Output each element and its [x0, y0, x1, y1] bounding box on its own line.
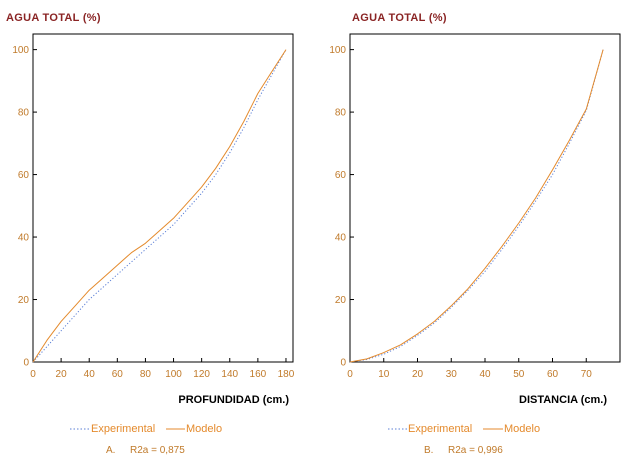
- series-lines: [349, 49, 604, 363]
- x-tick-label: 180: [278, 369, 295, 380]
- x-tick-label: 20: [56, 369, 68, 380]
- y-tick-label: 0: [23, 358, 29, 369]
- x-tick-label: 100: [165, 369, 182, 380]
- x-ticks: 0 20 40 60 80 100 120 140 160 180: [30, 358, 295, 380]
- y-tick-label: 80: [335, 108, 347, 119]
- chart-panel-b: AGUA TOTAL (%) 0 20 40 60 80 100 0 10 20 30 40 50 6…: [329, 12, 621, 456]
- x-tick-label: 120: [193, 369, 210, 380]
- legend-experimental-label: Experimental: [408, 423, 472, 435]
- x-tick-label: 70: [581, 369, 593, 380]
- series-line-experimental: [32, 49, 287, 363]
- plot-frame: [349, 33, 621, 363]
- x-tick-label: 30: [446, 369, 458, 380]
- legend-experimental-label: Experimental: [91, 423, 155, 435]
- x-tick-label: 50: [513, 369, 525, 380]
- legend: Experimental Modelo: [388, 423, 540, 435]
- y-axis-label: AGUA TOTAL (%): [6, 12, 101, 24]
- x-tick-label: 0: [347, 369, 353, 380]
- y-tick-label: 20: [335, 295, 347, 306]
- y-tick-label: 80: [18, 108, 30, 119]
- y-tick-label: 100: [329, 45, 346, 56]
- series-line-experimental: [349, 49, 604, 363]
- legend-modelo-label: Modelo: [186, 423, 222, 435]
- y-tick-label: 60: [18, 170, 30, 181]
- y-ticks: 0 20 40 60 80 100: [12, 45, 37, 369]
- y-tick-label: 60: [335, 170, 347, 181]
- x-tick-label: 60: [547, 369, 559, 380]
- series-lines: [32, 49, 287, 363]
- caption-r2: R2a = 0,996: [448, 445, 503, 456]
- x-ticks: 0 10 20 30 40 50 60 70: [347, 358, 592, 380]
- series-line-modelo: [32, 49, 287, 363]
- x-tick-label: 40: [479, 369, 491, 380]
- x-tick-label: 140: [221, 369, 238, 380]
- x-tick-label: 80: [140, 369, 152, 380]
- x-tick-label: 0: [30, 369, 36, 380]
- chart-panel-a: AGUA TOTAL (%) 0 20 40 60 80 100 0 20 40 60 80 100…: [6, 12, 295, 456]
- legend: Experimental Modelo: [70, 423, 222, 435]
- y-tick-label: 0: [340, 358, 346, 369]
- x-tick-label: 40: [84, 369, 96, 380]
- caption-letter: A.: [106, 445, 115, 456]
- caption-r2: R2a = 0,875: [130, 445, 185, 456]
- y-tick-label: 40: [335, 233, 347, 244]
- x-tick-label: 160: [250, 369, 267, 380]
- plot-frame: [32, 33, 294, 363]
- x-axis-label: DISTANCIA (cm.): [519, 394, 607, 406]
- legend-modelo-label: Modelo: [504, 423, 540, 435]
- x-tick-label: 60: [112, 369, 124, 380]
- y-tick-label: 20: [18, 295, 30, 306]
- x-tick-label: 10: [378, 369, 390, 380]
- x-tick-label: 20: [412, 369, 424, 380]
- series-line-modelo: [349, 49, 604, 363]
- y-tick-label: 100: [12, 45, 29, 56]
- y-tick-label: 40: [18, 233, 30, 244]
- caption-letter: B.: [424, 445, 433, 456]
- y-axis-label: AGUA TOTAL (%): [352, 12, 447, 24]
- y-ticks: 0 20 40 60 80 100: [329, 45, 354, 369]
- x-axis-label: PROFUNDIDAD (cm.): [178, 394, 289, 406]
